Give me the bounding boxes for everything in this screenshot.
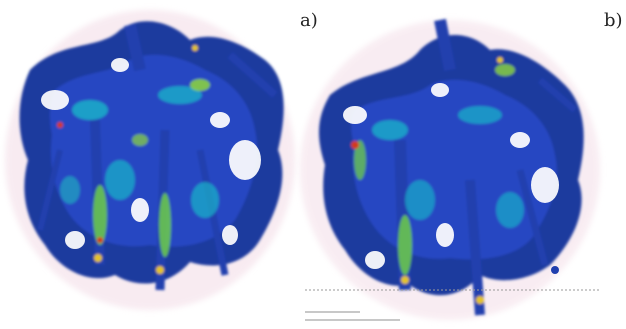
panel-a-image <box>5 10 295 310</box>
panel-b-label: b) <box>604 10 623 31</box>
panel-b-image <box>300 18 600 321</box>
panel-a-label: a) <box>300 10 318 31</box>
